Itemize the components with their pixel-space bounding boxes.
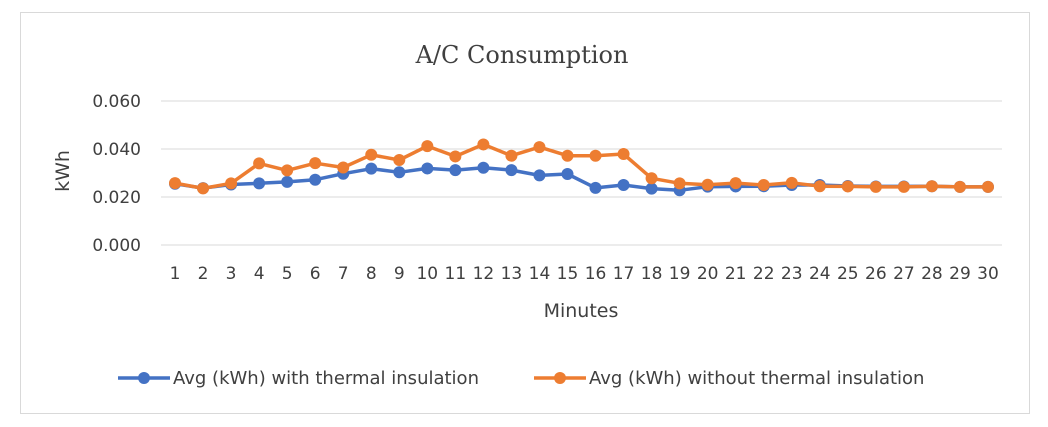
data-point [393, 166, 406, 179]
x-tick-label: 26 [865, 264, 887, 284]
x-tick-label: 4 [254, 264, 265, 284]
x-tick-label: 30 [977, 264, 999, 284]
data-point [309, 173, 322, 186]
series-layer [169, 138, 994, 197]
series-2 [169, 138, 994, 195]
legend-item: Avg (kWh) with thermal insulation [118, 368, 479, 389]
legend-swatch-marker [554, 372, 566, 384]
data-point [505, 164, 518, 177]
x-tick-label: 15 [557, 264, 579, 284]
x-tick-label: 1 [170, 264, 181, 284]
legend-label: Avg (kWh) with thermal insulation [173, 368, 479, 389]
data-point [841, 180, 854, 193]
x-tick-label: 8 [366, 264, 377, 284]
x-axis-label: Minutes [544, 300, 619, 322]
x-tick-label: 22 [753, 264, 775, 284]
x-axis-ticks: 1 2 3 4 5 6 7 8 9 10 11 12 13 14 15 16 17 18 19 20 21 22 23 24 2… [170, 264, 999, 284]
data-point [253, 177, 266, 190]
data-point [477, 138, 490, 151]
data-point [981, 180, 994, 193]
data-point [897, 180, 910, 193]
y-tick-label: 0.060 [92, 92, 141, 112]
x-tick-label: 28 [921, 264, 943, 284]
data-point [617, 179, 630, 191]
x-tick-label: 16 [585, 264, 607, 284]
data-point [561, 149, 574, 162]
data-point [953, 180, 966, 193]
x-tick-label: 10 [416, 264, 438, 284]
gridlines [161, 100, 1002, 246]
y-tick-label: 0.040 [92, 140, 141, 160]
x-tick-label: 18 [641, 264, 663, 284]
data-point [645, 172, 658, 185]
data-point [309, 157, 322, 170]
data-point [673, 177, 686, 190]
data-point [365, 148, 378, 161]
data-point [393, 154, 406, 167]
data-point [169, 177, 182, 190]
legend-item: Avg (kWh) without thermal insulation [534, 368, 924, 389]
y-axis-label: kWh [52, 150, 74, 192]
x-tick-label: 29 [949, 264, 971, 284]
data-point [925, 180, 938, 193]
data-point [421, 162, 434, 175]
x-tick-label: 19 [669, 264, 691, 284]
x-tick-label: 21 [725, 264, 747, 284]
data-point [505, 149, 518, 162]
data-point [281, 175, 294, 188]
data-point [253, 157, 266, 170]
legend-swatch-marker [138, 372, 150, 384]
x-tick-label: 9 [394, 264, 405, 284]
data-point [617, 148, 630, 161]
x-tick-label: 24 [809, 264, 831, 284]
x-tick-label: 5 [282, 264, 293, 284]
data-point [813, 180, 826, 193]
y-tick-label: 0.020 [92, 188, 141, 208]
x-tick-label: 25 [837, 264, 859, 284]
x-tick-label: 7 [338, 264, 349, 284]
data-point [449, 150, 462, 163]
legend-label: Avg (kWh) without thermal insulation [589, 368, 924, 389]
y-tick-label: 0.000 [92, 236, 141, 256]
x-tick-label: 6 [310, 264, 321, 284]
data-point [645, 182, 658, 195]
data-point [729, 177, 742, 190]
data-point [421, 140, 434, 153]
x-tick-label: 12 [473, 264, 495, 284]
data-point [785, 176, 798, 189]
x-tick-label: 27 [893, 264, 915, 284]
data-point [533, 169, 546, 182]
data-point [197, 182, 210, 195]
data-point [225, 177, 238, 190]
data-point [869, 180, 882, 193]
legend: Avg (kWh) with thermal insulation Avg (kW… [118, 368, 924, 389]
x-tick-label: 20 [697, 264, 719, 284]
x-tick-label: 11 [445, 264, 467, 284]
series-1 [169, 161, 994, 197]
data-point [757, 179, 770, 191]
data-point [561, 167, 574, 180]
x-tick-label: 13 [501, 264, 523, 284]
x-tick-label: 3 [226, 264, 237, 284]
chart-title: A/C Consumption [415, 41, 629, 69]
data-point [589, 181, 602, 194]
x-tick-label: 14 [529, 264, 551, 284]
data-point [701, 178, 714, 191]
x-tick-label: 17 [613, 264, 635, 284]
x-tick-label: 23 [781, 264, 803, 284]
data-point [477, 161, 490, 174]
y-axis-ticks: 0.000 0.020 0.040 0.060 [92, 92, 141, 256]
x-tick-label: 2 [198, 264, 209, 284]
data-point [449, 164, 462, 177]
data-point [281, 164, 294, 177]
data-point [337, 161, 350, 174]
data-point [365, 162, 378, 175]
data-point [533, 141, 546, 154]
data-point [589, 149, 602, 162]
